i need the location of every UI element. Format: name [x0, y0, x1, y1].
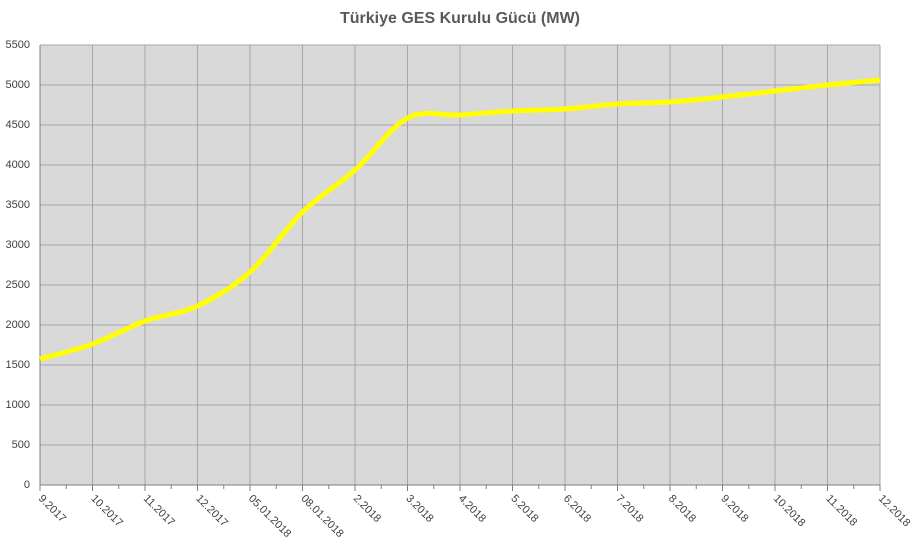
x-tick-label: 08.01.2018	[298, 493, 345, 540]
y-tick-label: 4000	[6, 159, 30, 171]
x-tick-label: 11.2018	[823, 493, 859, 529]
x-tick-label: 05.01.2018	[246, 493, 293, 540]
x-tick-label: 12.2018	[876, 493, 913, 530]
x-tick-label: 9.2017	[36, 493, 68, 525]
y-tick-label: 2000	[6, 319, 30, 331]
x-tick-label: 9.2018	[718, 493, 750, 525]
y-tick-label: 0	[24, 479, 30, 491]
x-tick-label: 8.2018	[666, 493, 698, 525]
y-tick-label: 3000	[6, 239, 30, 251]
x-tick-label: 5.2018	[508, 493, 540, 525]
x-tick-label: 11.2017	[141, 493, 177, 529]
y-tick-label: 1500	[6, 359, 30, 371]
y-tick-label: 1000	[6, 399, 30, 411]
x-tick-label: 6.2018	[561, 493, 593, 525]
y-tick-label: 5500	[6, 39, 30, 51]
y-tick-label: 4500	[6, 119, 30, 131]
y-tick-label: 3500	[6, 199, 30, 211]
x-tick-label: 7.2018	[613, 493, 645, 525]
y-tick-label: 2500	[6, 279, 30, 291]
x-tick-label: 3.2018	[403, 493, 435, 525]
data-line	[39, 77, 881, 362]
x-tick-label: 2.2018	[351, 493, 383, 525]
y-tick-label: 500	[12, 439, 30, 451]
x-tick-label: 12.2017	[193, 493, 230, 530]
y-tick-label: 5000	[6, 79, 30, 91]
x-tick-label: 10.2017	[88, 493, 125, 530]
chart-title: Türkiye GES Kurulu Gücü (MW)	[340, 10, 580, 27]
x-tick-label: 4.2018	[456, 493, 488, 525]
x-tick-label: 10.2018	[771, 493, 808, 530]
